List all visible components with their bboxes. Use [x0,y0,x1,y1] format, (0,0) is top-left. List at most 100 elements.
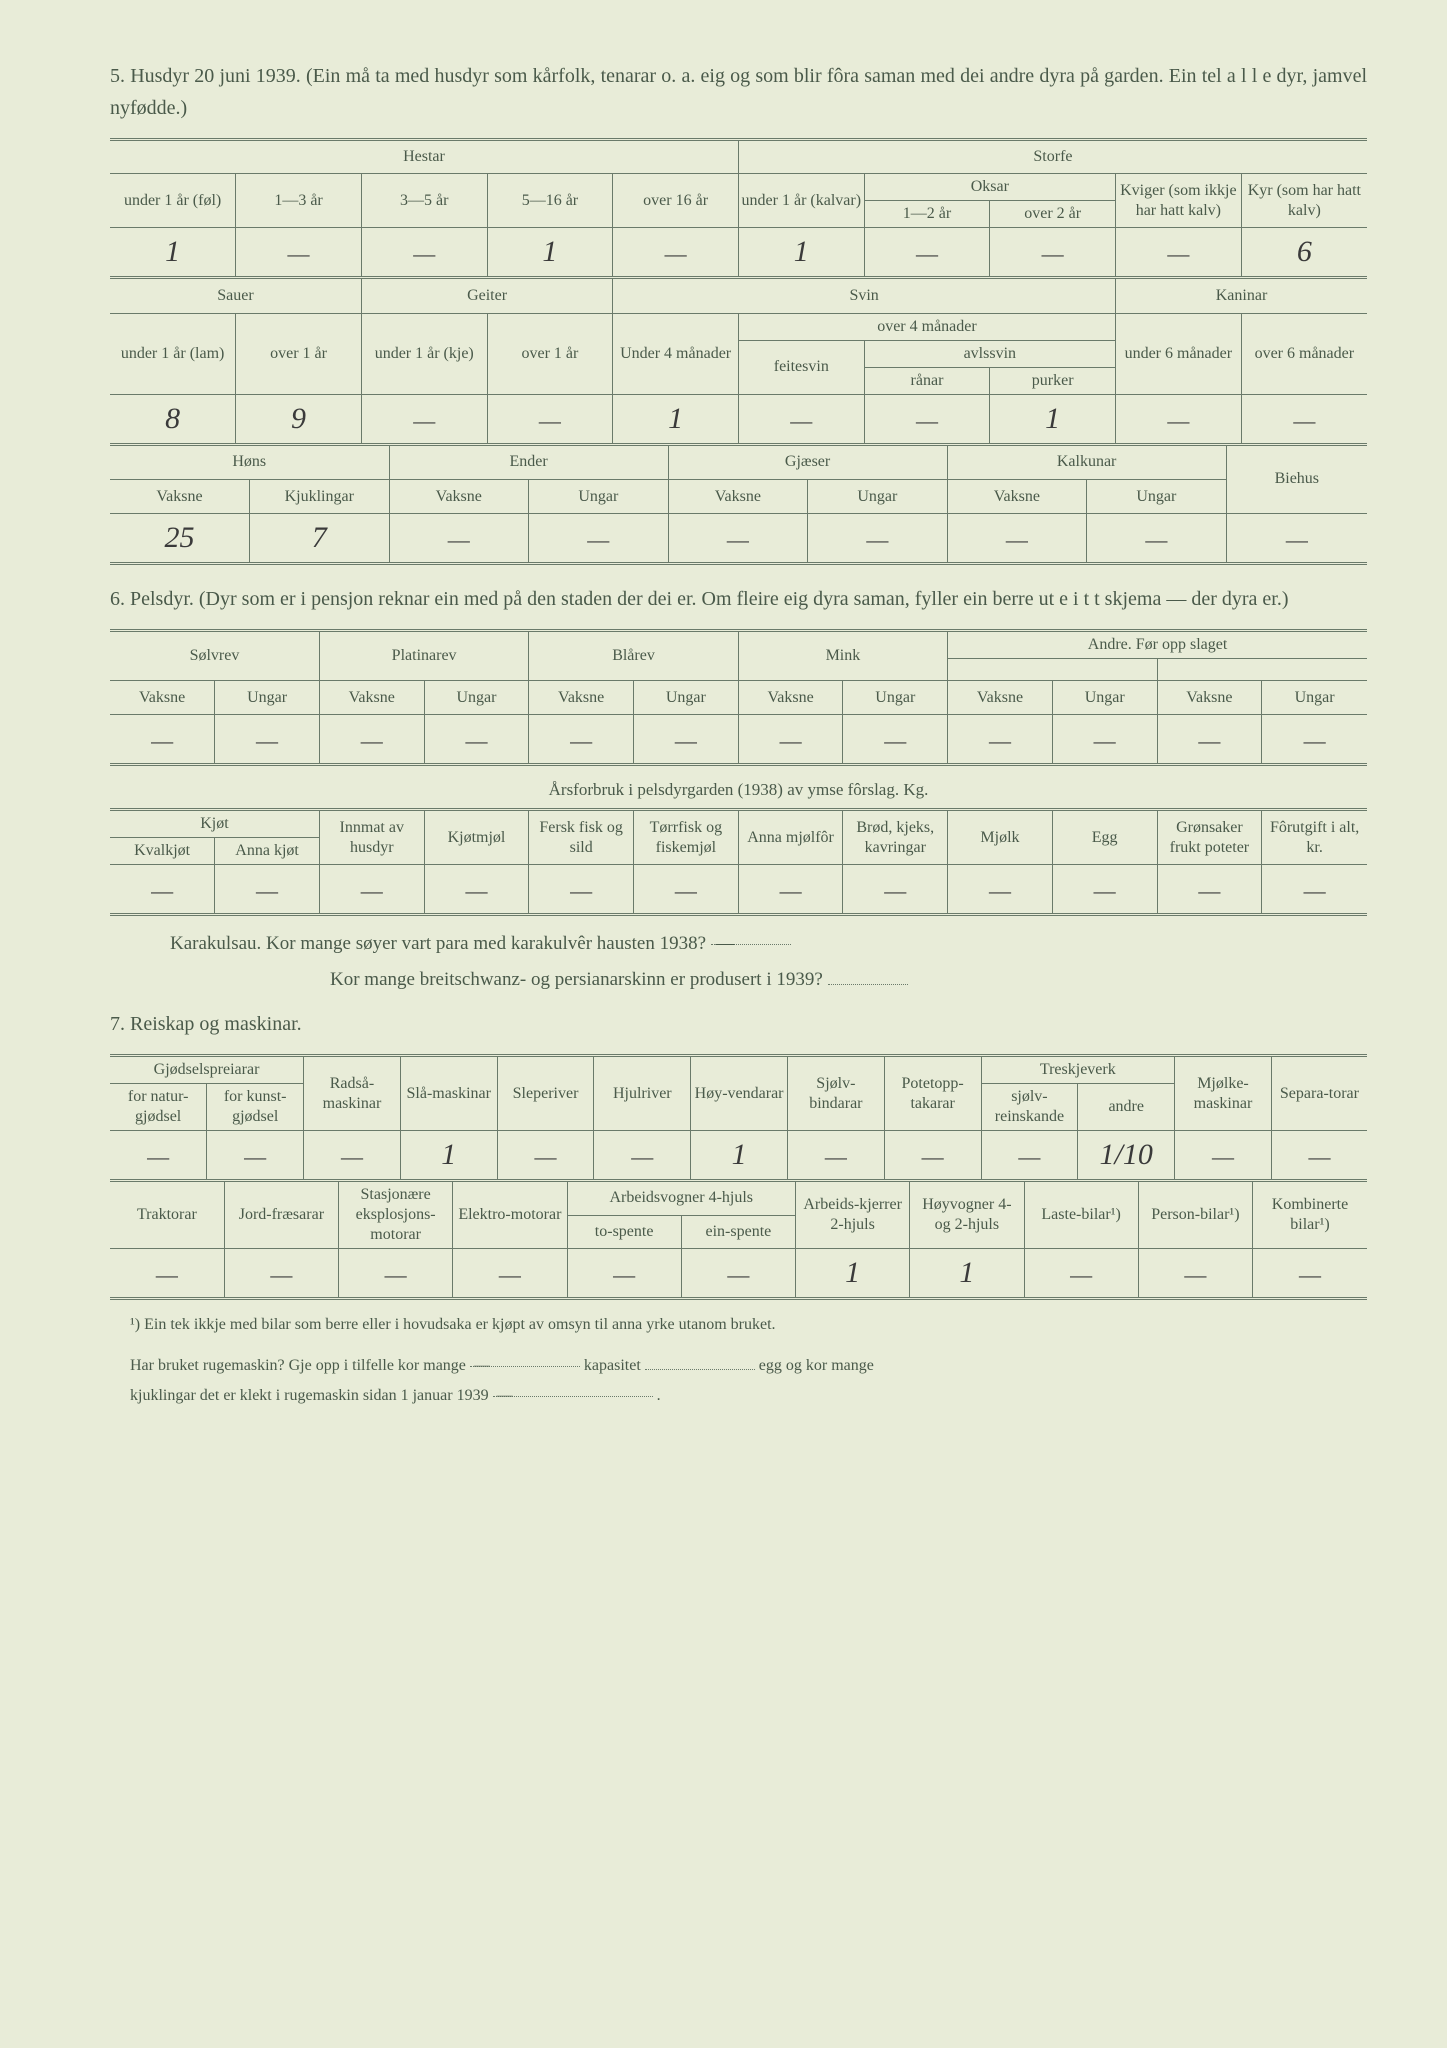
h-c3: 5—16 år [487,174,613,228]
sv-v1 [738,394,864,444]
table-reiskap1: Gjødselspreiarar Radså-maskinar Slå-mask… [110,1054,1367,1182]
p-g0: Sølvrev [110,631,319,681]
r2v4 [567,1249,681,1299]
h-v4 [613,228,739,278]
rugemaskin-line: Har bruket rugemaskin? Gje opp i tilfell… [110,1351,1367,1412]
fv1 [215,865,320,915]
st-oksar: Oksar [864,174,1115,201]
p-s40: Vaksne [948,681,1053,715]
h-c2: 3—5 år [361,174,487,228]
ge-v1 [487,394,613,444]
geit-t: Geiter [361,279,612,313]
rv8 [884,1131,981,1181]
r2-st: Stasjonære eksplosjons-motorar [339,1182,453,1249]
r-sl: Slå-maskinar [400,1056,497,1131]
h-v3: 1 [487,228,613,278]
ka-v0 [1116,394,1242,444]
q1a: Har bruket rugemaskin? Gje opp i tilfell… [130,1357,466,1374]
section7-heading: 7. Reiskap og maskinar. [110,1008,1367,1040]
st-kalv: under 1 år (kalvar) [738,174,864,228]
r-gj: Gjødselspreiarar [110,1056,304,1084]
r2-kj: Arbeids-kjerrer 2-hjuls [796,1182,910,1249]
f-inn: Innmat av husdyr [319,810,424,865]
h-v1 [236,228,362,278]
f-ak: Anna kjøt [215,838,320,865]
rv4 [497,1131,594,1181]
p-s31: Ungar [843,681,948,715]
fv2 [319,865,424,915]
hestar-title: Hestar [110,140,738,174]
h-c1: 1—3 år [236,174,362,228]
h-v0: 1 [110,228,236,278]
bi-t: Biehus [1226,446,1367,514]
ho-v0: 25 [110,514,250,564]
r2-ar: Arbeidsvogner 4-hjuls [567,1182,796,1215]
ho-c0: Vaksne [110,480,250,514]
r2-tr: Traktorar [110,1182,224,1249]
r2-jo: Jord-fræsarar [224,1182,338,1249]
en-c1: Ungar [529,480,669,514]
r-mj: Mjølke-maskinar [1175,1056,1272,1131]
en-v1 [529,514,669,564]
ka-v1 [1241,394,1367,444]
rv5 [594,1131,691,1181]
kk-v0 [947,514,1087,564]
r2v9 [1138,1249,1252,1299]
gj-c0: Vaksne [668,480,808,514]
sv-pur: purker [990,367,1116,394]
sv-v0: 1 [613,394,739,444]
p-v8 [948,715,1053,765]
p-v9 [1052,715,1157,765]
gj-v0 [668,514,808,564]
p-s20: Vaksne [529,681,634,715]
fv3 [424,865,529,915]
rv1 [207,1131,304,1181]
karakul-q1: Karakulsau. Kor mange søyer vart para me… [170,933,706,954]
st-v2 [990,228,1116,278]
r2v1 [224,1249,338,1299]
fv5 [634,865,739,915]
rv3: 1 [400,1131,497,1181]
r-sb: Sjølv-bindarar [787,1056,884,1131]
st-v4: 6 [1241,228,1367,278]
q1c: egg og kor mange [759,1357,874,1374]
ka-c1: over 6 månader [1241,313,1367,394]
table-hestar-storfe: Hestar Storfe under 1 år (føl) 1—3 år 3—… [110,138,1367,279]
karakul-line1: Karakulsau. Kor mange søyer vart para me… [110,926,1367,962]
fv11 [1262,865,1367,915]
r-tr: Treskjeverk [981,1056,1175,1084]
bi-v [1226,514,1367,564]
gj-t: Gjæser [668,446,947,480]
en-c0: Vaksne [389,480,529,514]
en-v0 [389,514,529,564]
ge-v0 [361,394,487,444]
r-gj1: for kunst-gjødsel [207,1084,304,1131]
q2: kjuklingar det er klekt i rugemaskin sid… [130,1387,489,1404]
ho-v1: 7 [250,514,390,564]
s7-num: 7. [110,1013,125,1035]
s5-text: Husdyr 20 juni 1939. (Ein må ta med husd… [110,65,1367,119]
p-s21: Ungar [634,681,739,715]
p-v1 [215,715,320,765]
footnote: ¹) Ein tek ikkje med bilar som berre ell… [110,1310,1367,1340]
q1b: kapasitet [584,1357,641,1374]
f-km: Kjøtmjøl [424,810,529,865]
fv0 [110,865,215,915]
r-sp: Sleperiver [497,1056,594,1131]
ho-t: Høns [110,446,389,480]
gj-v1 [808,514,948,564]
ka-c0: under 6 månader [1116,313,1242,394]
sv-ran: rånar [864,367,990,394]
p-g1: Platinarev [319,631,528,681]
sv-avls: avlssvin [864,340,1115,367]
r2v10 [1253,1249,1368,1299]
p-v5 [634,715,739,765]
fv6 [738,865,843,915]
kk-c1: Ungar [1087,480,1227,514]
f-fi: Fersk fisk og sild [529,810,634,865]
sv-u4: Under 4 månader [613,313,739,394]
p-s41: Ungar [1052,681,1157,715]
karakul-q2: Kor mange breitschwanz- og persianarskin… [330,969,823,990]
f-br: Brød, kjeks, kavringar [843,810,948,865]
p-s30: Vaksne [738,681,843,715]
